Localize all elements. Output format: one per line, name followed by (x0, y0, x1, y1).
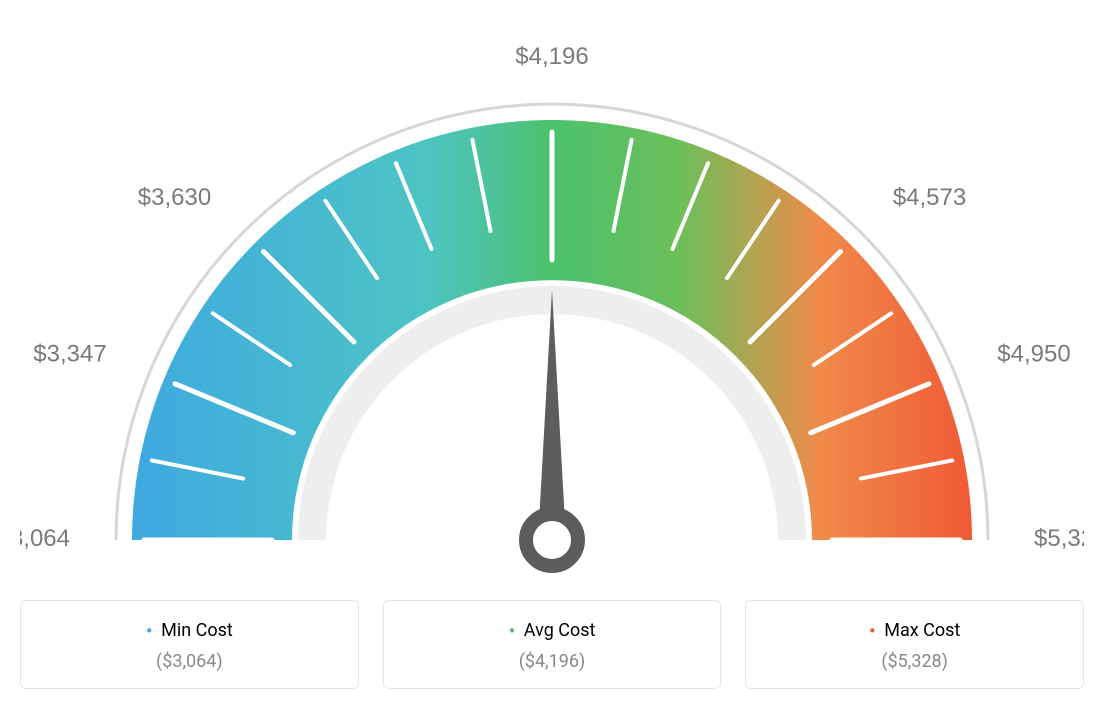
dot-icon: • (509, 619, 516, 643)
legend-title-max: • Max Cost (756, 619, 1073, 643)
gauge-scale-label: $3,347 (33, 341, 106, 368)
gauge-svg: $3,064 $3,347 $3,630 $4,196 $4,573 $4,950 $5,3… (20, 20, 1084, 580)
gauge-scale-label: $3,064 (20, 525, 70, 552)
legend-label: Avg Cost (524, 620, 596, 641)
gauge-scale-label: $3,630 (138, 184, 211, 211)
legend-label: Min Cost (161, 620, 233, 641)
gauge-scale-label: $4,196 (515, 43, 588, 70)
cost-gauge: $3,064 $3,347 $3,630 $4,196 $4,573 $4,950 $5,3… (20, 20, 1084, 580)
legend-value-avg: ($4,196) (394, 651, 711, 672)
gauge-needle (538, 290, 566, 540)
dot-icon: • (146, 619, 153, 643)
legend-row: • Min Cost ($3,064) • Avg Cost ($4,196) … (20, 600, 1084, 689)
gauge-scale-label: $5,328 (1034, 525, 1084, 552)
dot-icon: • (869, 619, 876, 643)
legend-card-min: • Min Cost ($3,064) (20, 600, 359, 689)
gauge-scale-label: $4,950 (997, 341, 1070, 368)
gauge-scale-label: $4,573 (893, 184, 966, 211)
legend-value-max: ($5,328) (756, 651, 1073, 672)
gauge-hub (526, 514, 578, 566)
legend-title-avg: • Avg Cost (394, 619, 711, 643)
legend-value-min: ($3,064) (31, 651, 348, 672)
legend-card-avg: • Avg Cost ($4,196) (383, 600, 722, 689)
legend-card-max: • Max Cost ($5,328) (745, 600, 1084, 689)
legend-title-min: • Min Cost (31, 619, 348, 643)
legend-label: Max Cost (884, 620, 960, 641)
